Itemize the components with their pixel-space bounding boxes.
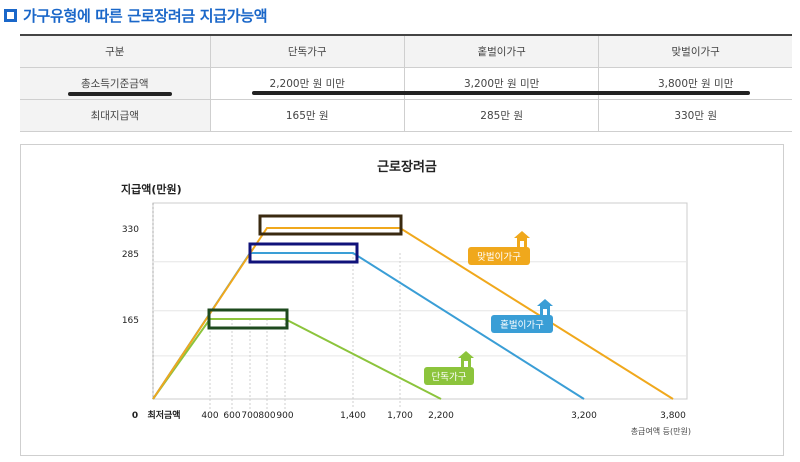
table-row: 최대지급액 165만 원 285만 원 330만 원 xyxy=(20,99,792,132)
plateau-highlight-box xyxy=(258,214,403,236)
chart-title: 근로장려금 xyxy=(377,159,437,175)
x-min-label: 최저금액 xyxy=(147,409,180,421)
x-tick-label: 600 xyxy=(223,411,240,421)
series-label-box xyxy=(424,367,474,385)
x-tick-label: 800 xyxy=(258,411,275,421)
series-label: 홑벌이가구 xyxy=(500,319,544,331)
table-header-cell: 맞벌이가구 xyxy=(598,34,792,68)
series-label-box xyxy=(491,315,553,333)
x-axis-label: 총급여액 등(만원) xyxy=(631,426,691,436)
plot-frame xyxy=(152,202,688,400)
house-icon xyxy=(458,351,474,358)
benefit-table: 구분 단독가구 홑벌이가구 맞벌이가구 총소득기준금액 2,200만 원 미만 … xyxy=(20,34,792,132)
table-cell: 330만 원 xyxy=(598,99,792,132)
series-label: 맞벌이가구 xyxy=(477,251,521,263)
redaction-mark xyxy=(68,92,172,96)
house-icon xyxy=(514,231,530,238)
table-header-row: 구분 단독가구 홑벌이가구 맞벌이가구 xyxy=(20,34,792,68)
x-tick-label: 400 xyxy=(201,411,218,421)
table-cell: 285만 원 xyxy=(403,99,599,132)
plateau-highlight-box xyxy=(207,308,289,330)
x-tick-label: 3,800 xyxy=(660,411,686,421)
y-axis-label: 지급액(만원) xyxy=(121,182,182,196)
x-tick-label: 700 xyxy=(241,411,258,421)
x-origin-label: 0 xyxy=(132,411,138,421)
page-title-row: 가구유형에 따른 근로장려금 지급가능액 xyxy=(4,4,268,26)
y-tick-label: 165 xyxy=(122,316,139,326)
y-tick-label: 330 xyxy=(122,225,139,235)
series-label-box xyxy=(468,247,530,265)
x-tick-label: 1,700 xyxy=(387,411,413,421)
table-row-label: 최대지급액 xyxy=(20,99,210,132)
x-tick-label: 900 xyxy=(276,411,293,421)
plateau-highlight-box xyxy=(248,242,359,264)
page-title: 가구유형에 따른 근로장려금 지급가능액 xyxy=(23,6,268,25)
series-line xyxy=(152,227,674,400)
chart-panel: 근로장려금 지급액(만원) 총급여액 등(만원) 0 최저금액 165 285 33… xyxy=(20,144,784,456)
table-header-cell: 단독가구 xyxy=(209,34,405,68)
x-tick-label: 2,200 xyxy=(428,411,454,421)
table-cell: 165만 원 xyxy=(209,99,405,132)
table-header-cell: 구분 xyxy=(20,34,210,68)
chart-svg: 근로장려금 지급액(만원) 총급여액 등(만원) 0 최저금액 165 285 33… xyxy=(121,159,691,436)
y-tick-label: 285 xyxy=(122,250,139,260)
house-icon xyxy=(520,241,524,247)
square-bullet-icon xyxy=(4,8,17,22)
table-header-cell: 홑벌이가구 xyxy=(403,34,599,68)
x-tick-label: 1,400 xyxy=(340,411,366,421)
series-line xyxy=(152,318,442,400)
x-tick-label: 3,200 xyxy=(571,411,597,421)
redaction-mark xyxy=(252,91,750,95)
house-icon xyxy=(464,361,468,367)
plot-area: 165 285 330 400 600 700 800 900 1,400 1,700 2,200 3… xyxy=(122,202,688,421)
house-icon xyxy=(543,309,547,315)
series-label: 단독가구 xyxy=(432,372,467,383)
house-icon xyxy=(537,299,553,306)
